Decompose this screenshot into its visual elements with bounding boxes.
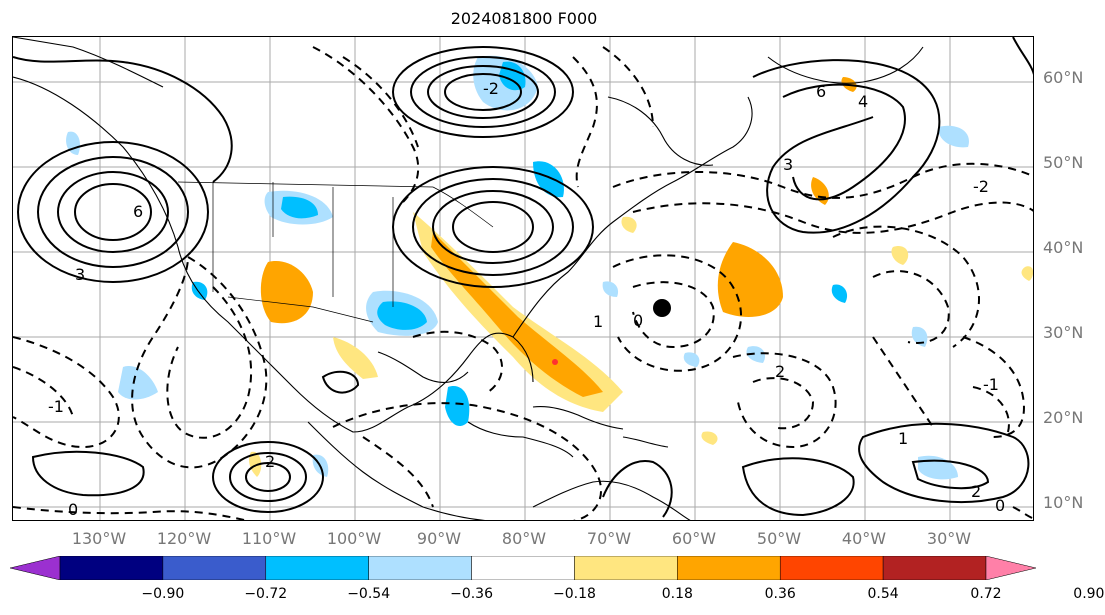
map-panel[interactable]: 6 3 -2 1 0 2 6 4 3 2 0 -1 -2 1 2 0 -1	[12, 36, 1034, 521]
coastlines	[13, 37, 924, 520]
lon-label-90w: 90°W	[416, 529, 462, 548]
lon-label-110w: 110°W	[241, 529, 297, 548]
colorbar-segment	[471, 556, 575, 580]
dashed-contours	[13, 46, 1033, 520]
colorbar-extend-low	[10, 556, 61, 580]
contour-label: 2	[775, 362, 785, 381]
colorbar-segment	[677, 556, 781, 580]
colorbar-tick-label: 0.90	[1073, 586, 1105, 602]
colorbar-segment	[574, 556, 678, 580]
colorbar-tick-label: 0.18	[661, 586, 693, 602]
contour-label: -2	[973, 177, 989, 196]
colorbar-segment	[162, 556, 267, 580]
colorbar-tick-label: −0.54	[347, 586, 391, 602]
map-title: 2024081800 F000	[450, 9, 598, 28]
lat-label-60n: 60°N	[1043, 68, 1084, 87]
contour-label: 1	[593, 312, 603, 331]
colorbar-tick-label: 0.72	[970, 586, 1002, 602]
lon-label-80w: 80°W	[501, 529, 547, 548]
contour-label: 3	[75, 265, 85, 284]
colorbar	[10, 556, 1036, 580]
solid-contours	[13, 37, 1033, 518]
lon-label-120w: 120°W	[156, 529, 212, 548]
colorbar-segment	[882, 556, 987, 580]
colorbar-tick-label: −0.36	[450, 586, 493, 602]
lat-label-50n: 50°N	[1043, 153, 1084, 172]
colorbar-tick-label: 0.54	[867, 586, 899, 602]
colorbar-tick-label: −0.90	[141, 586, 185, 602]
colorbar-segment	[368, 556, 472, 580]
contour-label: -1	[983, 375, 999, 394]
contour-label: 0	[68, 500, 78, 519]
lon-label-70w: 70°W	[586, 529, 632, 548]
colorbar-segment	[779, 556, 884, 580]
graticule	[13, 37, 1033, 520]
contour-label: 6	[133, 202, 143, 221]
contour-label: -1	[48, 397, 64, 416]
lon-label-30w: 30°W	[926, 529, 972, 548]
contour-label: 1	[898, 429, 908, 448]
red-point-marker	[552, 359, 558, 365]
contour-label: 3	[783, 155, 793, 174]
contour-label: 6	[816, 82, 826, 101]
lat-label-20n: 20°N	[1043, 408, 1084, 427]
colorbar-extend-high	[985, 556, 1036, 580]
contour-label: -2	[483, 79, 499, 98]
storm-center-marker[interactable]	[653, 299, 671, 317]
colorbar-tick-label: 0.36	[764, 586, 796, 602]
colorbar-tick-label: −0.18	[552, 586, 596, 602]
contour-label: 0	[995, 496, 1005, 515]
lat-label-30n: 30°N	[1043, 323, 1084, 342]
contour-label: 4	[858, 92, 868, 111]
colorbar-segment	[265, 556, 369, 580]
map-canvas: 6 3 -2 1 0 2 6 4 3 2 0 -1 -2 1 2 0 -1	[13, 37, 1033, 520]
lon-label-40w: 40°W	[841, 529, 887, 548]
contour-label: 2	[265, 452, 275, 471]
lon-label-100w: 100°W	[326, 529, 382, 548]
lat-label-10n: 10°N	[1043, 493, 1084, 512]
lon-label-60w: 60°W	[671, 529, 717, 548]
colorbar-tick-label: −0.72	[244, 586, 288, 602]
lat-label-40n: 40°N	[1043, 238, 1084, 257]
lon-label-130w: 130°W	[71, 529, 127, 548]
lon-label-50w: 50°W	[756, 529, 802, 548]
colorbar-segment	[59, 556, 164, 580]
contour-label: 0	[633, 311, 643, 330]
borders	[177, 181, 494, 323]
contour-labels: 6 3 -2 1 0 2 6 4 3 2 0 -1 -2 1 2 0 -1	[48, 79, 1005, 519]
contour-label: 2	[971, 482, 981, 501]
positive-anomaly-shading	[249, 77, 1033, 477]
negative-anomaly-shading	[66, 55, 969, 480]
